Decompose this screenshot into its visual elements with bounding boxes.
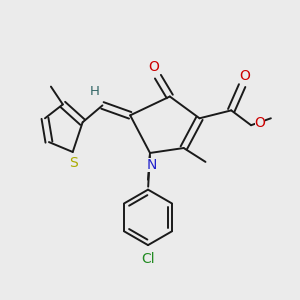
- Text: S: S: [69, 156, 78, 170]
- Text: O: O: [254, 116, 266, 130]
- Text: O: O: [148, 60, 159, 74]
- Text: N: N: [147, 158, 157, 172]
- Text: O: O: [240, 69, 250, 83]
- Text: H: H: [90, 85, 100, 98]
- Text: Cl: Cl: [141, 252, 155, 266]
